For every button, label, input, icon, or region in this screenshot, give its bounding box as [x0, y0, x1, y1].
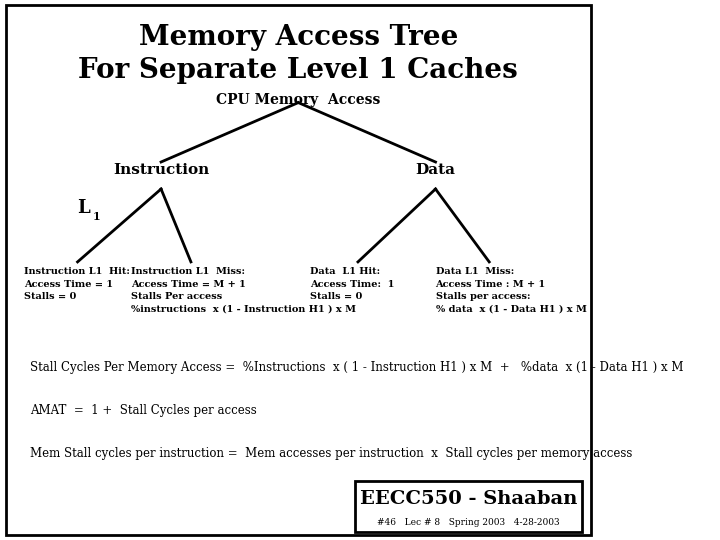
Text: Instruction L1  Hit:
Access Time = 1
Stalls = 0: Instruction L1 Hit: Access Time = 1 Stal…	[24, 267, 130, 301]
Text: For Separate Level 1 Caches: For Separate Level 1 Caches	[78, 57, 518, 84]
Text: Instruction L1  Miss:
Access Time = M + 1
Stalls Per access
%instructions  x (1 : Instruction L1 Miss: Access Time = M + 1…	[131, 267, 356, 314]
Text: Data: Data	[415, 163, 456, 177]
Text: Stall Cycles Per Memory Access =  %Instructions  x ( 1 - Instruction H1 ) x M  +: Stall Cycles Per Memory Access = %Instru…	[30, 361, 683, 374]
FancyBboxPatch shape	[355, 481, 582, 532]
Text: Mem Stall cycles per instruction =  Mem accesses per instruction  x  Stall cycle: Mem Stall cycles per instruction = Mem a…	[30, 447, 632, 460]
Text: 1: 1	[92, 211, 100, 221]
Text: CPU Memory  Access: CPU Memory Access	[216, 93, 380, 107]
Text: Data L1  Miss:
Access Time : M + 1
Stalls per access:
% data  x (1 - Data H1 ) x: Data L1 Miss: Access Time : M + 1 Stalls…	[436, 267, 586, 314]
Text: EECC550 - Shaaban: EECC550 - Shaaban	[360, 490, 577, 509]
Text: Memory Access Tree: Memory Access Tree	[139, 24, 458, 51]
Text: AMAT  =  1 +  Stall Cycles per access: AMAT = 1 + Stall Cycles per access	[30, 404, 256, 417]
Text: Data  L1 Hit:
Access Time:  1
Stalls = 0: Data L1 Hit: Access Time: 1 Stalls = 0	[310, 267, 395, 301]
Text: L: L	[78, 199, 90, 217]
Text: #46   Lec # 8   Spring 2003   4-28-2003: #46 Lec # 8 Spring 2003 4-28-2003	[377, 518, 559, 526]
Text: Instruction: Instruction	[113, 163, 210, 177]
